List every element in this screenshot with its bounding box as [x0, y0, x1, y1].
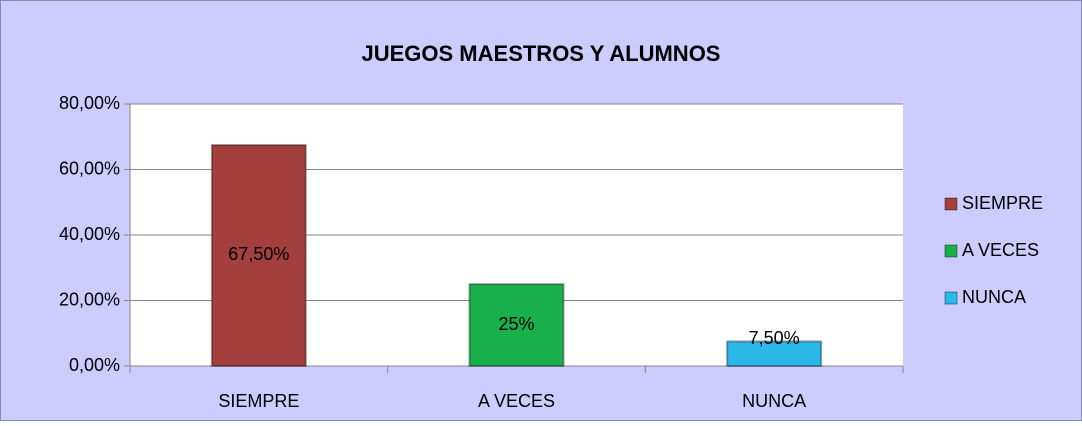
value-label: 67,50% — [228, 244, 289, 264]
value-label: 7,50% — [749, 328, 800, 348]
y-tick-label: 0,00% — [69, 355, 120, 375]
bar — [468, 283, 565, 367]
chart-title: JUEGOS MAESTROS Y ALUMNOS — [362, 41, 721, 66]
legend-swatch — [944, 291, 958, 305]
bar — [726, 340, 823, 367]
legend-label: NUNCA — [962, 287, 1026, 307]
x-tick-label: NUNCA — [742, 391, 806, 411]
y-tick-label: 20,00% — [59, 289, 120, 309]
x-tick-label: A VECES — [478, 391, 555, 411]
bar — [210, 143, 307, 367]
value-label: 25% — [498, 314, 534, 334]
y-tick-label: 60,00% — [59, 158, 120, 178]
y-tick-label: 80,00% — [59, 93, 120, 113]
legend-label: A VECES — [962, 240, 1039, 260]
y-tick-label: 40,00% — [59, 224, 120, 244]
legend-label: SIEMPRE — [962, 193, 1043, 213]
legend-swatch — [944, 244, 958, 258]
x-tick-label: SIEMPRE — [218, 391, 299, 411]
legend-swatch — [944, 197, 958, 211]
